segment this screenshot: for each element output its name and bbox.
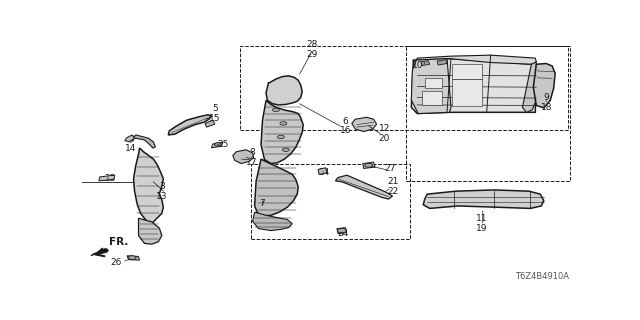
Polygon shape (127, 256, 140, 260)
Circle shape (365, 163, 372, 167)
Bar (406, 46, 570, 181)
Polygon shape (335, 175, 392, 199)
Polygon shape (99, 175, 115, 181)
Polygon shape (233, 150, 253, 164)
Text: 24: 24 (319, 168, 330, 177)
Polygon shape (412, 59, 451, 114)
Polygon shape (337, 228, 347, 234)
Bar (251, 164, 410, 239)
Text: 5
15: 5 15 (209, 104, 221, 123)
Text: 24: 24 (338, 228, 349, 237)
Circle shape (282, 148, 289, 151)
Circle shape (214, 143, 221, 146)
Circle shape (273, 108, 280, 112)
Polygon shape (318, 168, 327, 174)
Polygon shape (134, 148, 163, 226)
Text: 21
22: 21 22 (388, 177, 399, 196)
Text: 7: 7 (260, 199, 266, 208)
Polygon shape (416, 55, 536, 64)
Text: 25: 25 (217, 140, 228, 149)
Polygon shape (423, 190, 544, 208)
Bar (452, 64, 482, 79)
Polygon shape (138, 218, 162, 244)
Text: 4
14: 4 14 (125, 134, 137, 153)
Text: 9
18: 9 18 (541, 93, 552, 112)
Polygon shape (255, 159, 298, 216)
Polygon shape (363, 162, 375, 169)
Polygon shape (211, 142, 223, 148)
Circle shape (337, 228, 346, 233)
Circle shape (280, 122, 287, 125)
Text: 28
29: 28 29 (307, 40, 318, 59)
Polygon shape (205, 120, 215, 127)
Text: 6
16: 6 16 (340, 116, 351, 135)
Text: 10: 10 (412, 60, 423, 69)
Polygon shape (352, 117, 376, 132)
Text: 12
20: 12 20 (379, 124, 390, 143)
Circle shape (277, 135, 284, 139)
Circle shape (128, 256, 136, 260)
Text: FR.: FR. (109, 237, 128, 247)
Bar (452, 79, 482, 106)
Polygon shape (125, 135, 134, 142)
Text: 23: 23 (104, 174, 115, 183)
Text: 26: 26 (111, 258, 122, 267)
Polygon shape (412, 59, 536, 114)
Polygon shape (91, 248, 109, 256)
Polygon shape (253, 212, 292, 231)
Polygon shape (132, 135, 156, 148)
Text: 11
19: 11 19 (476, 214, 488, 233)
Polygon shape (421, 60, 429, 66)
Text: 8
17: 8 17 (246, 148, 258, 166)
Bar (422, 91, 442, 105)
Polygon shape (522, 62, 536, 112)
Text: 3
13: 3 13 (156, 182, 168, 201)
Polygon shape (266, 76, 302, 105)
Text: T6Z4B4910A: T6Z4B4910A (515, 272, 568, 281)
Polygon shape (261, 100, 303, 164)
Polygon shape (533, 64, 555, 108)
Polygon shape (168, 115, 211, 135)
Text: 27: 27 (385, 164, 396, 173)
Polygon shape (437, 60, 447, 65)
Bar (240, 46, 568, 130)
Bar (425, 78, 442, 88)
